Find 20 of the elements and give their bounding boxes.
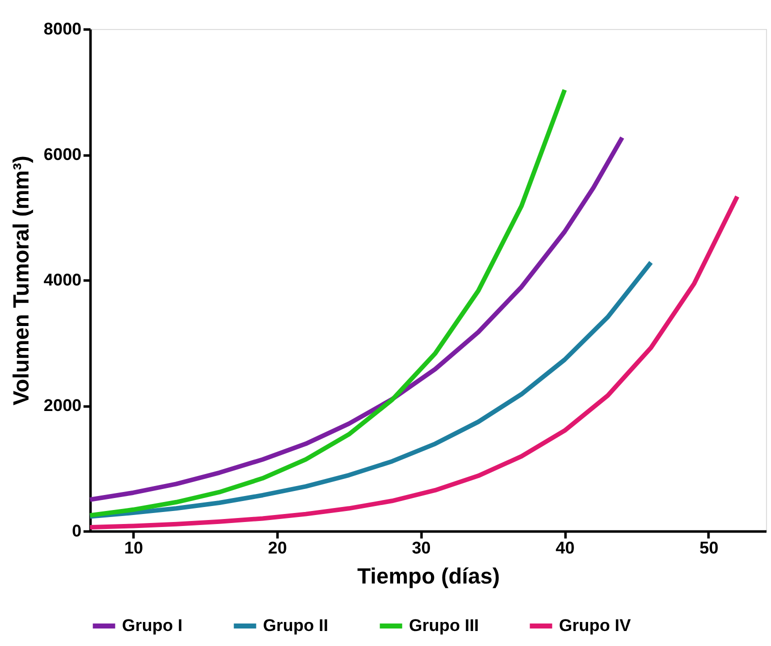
line-series [88, 135, 624, 502]
line-series [88, 194, 740, 530]
y-tick-label: 2000 [44, 396, 82, 415]
y-axis-title: Volumen Tumoral (mm³) [8, 156, 34, 406]
x-tick-label: 30 [412, 538, 431, 558]
legend-label: Grupo II [263, 616, 328, 635]
legend-label: Grupo IV [559, 616, 632, 635]
x-tick-label: 50 [700, 538, 718, 558]
legend-label: Grupo III [409, 616, 479, 635]
y-tick-label: 0 [72, 522, 82, 540]
x-tick-label: 20 [268, 538, 287, 558]
y-tick-label: 6000 [44, 145, 82, 164]
line-series [88, 260, 654, 519]
y-tick-label: 8000 [44, 20, 82, 38]
legend-label: Grupo I [122, 616, 182, 635]
x-tick-label: 10 [124, 538, 144, 558]
line-series [88, 88, 567, 518]
x-axis-title: Tiempo (días) [357, 564, 500, 588]
y-tick-label: 4000 [44, 270, 82, 290]
x-tick-label: 40 [556, 538, 575, 558]
